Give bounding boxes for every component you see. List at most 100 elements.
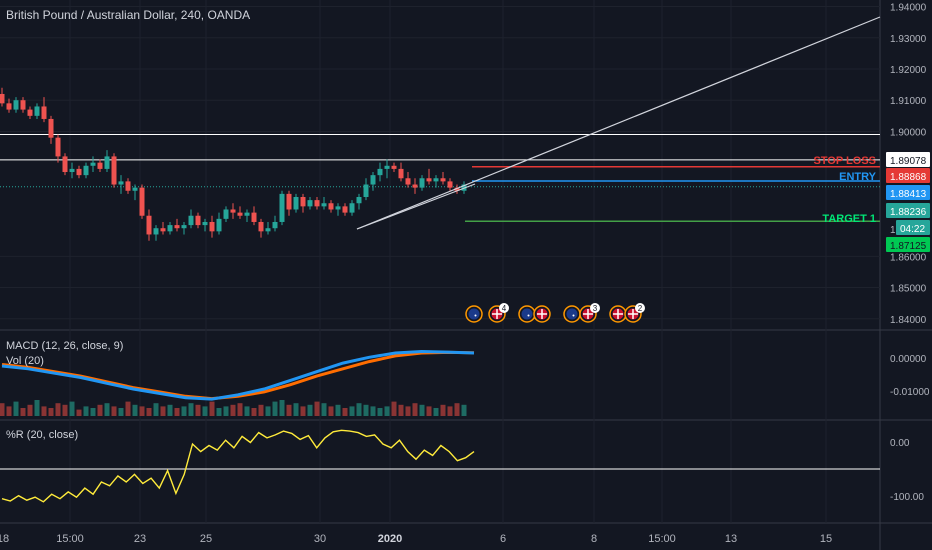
candle-body [62,156,68,173]
candle-body [356,197,362,204]
candle-body [265,228,271,232]
candle-body [370,175,376,185]
candle-body [328,203,334,210]
time-tick-label: 23 [134,533,146,545]
volume-bar [55,403,61,416]
time-tick-label: 30 [314,533,326,545]
wr-tick-neg: -100.00 [890,492,924,503]
volume-bar [314,401,320,416]
candle-body [139,187,145,216]
volume-bar [454,403,460,416]
volume-bar [83,406,89,416]
wr-tick-zero: 0.00 [890,438,910,449]
time-tick-label: 18 [0,533,9,545]
volume-bar [125,401,131,416]
volume-bar [90,408,96,416]
candle-body [41,106,47,119]
volume-bar [181,406,187,416]
volume-bars [0,400,467,416]
australia-flag-icon[interactable] [563,305,581,323]
event-count-text: 3 [593,304,598,313]
volume-bar [419,404,425,416]
candle-body [160,228,166,232]
candle-body [314,200,320,207]
candle-body [251,212,257,222]
macd-line [1,349,475,401]
price-badge [886,168,930,183]
candle-body [279,193,285,222]
macd-title: MACD (12, 26, close, 9) [6,340,123,352]
uk-flag-icon[interactable]: 2 [624,303,645,323]
candle-body [55,137,61,157]
price-badge-text: 04:22 [900,224,925,235]
uk-flag-icon[interactable] [609,305,627,323]
candle-body [342,206,348,213]
volume-bar [41,406,47,416]
candle-body [83,165,89,176]
volume-bar [335,404,341,416]
time-tick-label: 8 [591,533,597,545]
price-badge [886,237,930,252]
uk-flag-icon[interactable] [533,305,551,323]
volume-bar [167,404,173,416]
volume-bar [461,404,467,416]
volume-bar [251,408,257,416]
volume-bar [293,403,299,416]
uk-flag-icon[interactable]: 4 [488,303,509,323]
volume-bar [405,406,411,416]
volume-bar [433,408,439,416]
volume-bar [398,404,404,416]
candle-body [412,184,418,188]
volume-bar [216,408,222,416]
macd-lines [1,349,475,401]
volume-bar [6,406,12,416]
volume-bar [160,406,166,416]
volume-bar [188,403,194,416]
candle-body [97,162,103,169]
candle-body [405,178,411,185]
horizontal-levels [0,134,880,470]
uk-flag-icon[interactable]: 3 [579,303,600,323]
volume-bar [426,406,432,416]
australia-flag-icon[interactable] [518,305,536,323]
candle-body [447,181,453,188]
volume-bar [356,403,362,416]
flag-star [474,314,477,317]
wr-title: %R (20, close) [6,429,78,441]
candle-body [454,187,460,191]
stop-loss-label: STOP LOSS [813,155,876,167]
australia-flag-icon[interactable] [465,305,483,323]
chart-title: British Pound / Australian Dollar, 240, … [6,8,250,22]
plot-background [0,0,880,550]
candle-body [440,178,446,182]
candle-body [13,100,19,110]
volume-bar [307,404,313,416]
candle-body [132,187,138,191]
price-tick-label: 1 [890,225,896,236]
price-tick-label: 1.94000 [890,3,927,14]
time-tick-label: 13 [725,533,737,545]
trendlines [356,16,881,230]
candle-body [27,109,33,116]
volume-bar [440,404,446,416]
trendline [356,183,476,230]
price-badge-text: 1.87125 [890,241,927,252]
price-tick-label: 1.92000 [890,65,927,76]
volume-bar [132,404,138,416]
economic-events[interactable]: 4 3 2 [465,303,645,323]
volume-bar [139,406,145,416]
price-tick-label: 1.85000 [890,284,927,295]
flag-fill [468,308,480,320]
candle-body [48,118,54,138]
candle-body [90,162,96,166]
flag-star [527,314,530,317]
candle-body [258,221,264,232]
event-count-badge [590,303,600,313]
volume-bar [34,400,40,416]
candle-body [216,218,222,232]
volume-bar [342,408,348,416]
volume-bar [27,404,33,416]
candle-body [272,221,278,229]
volume-bar [286,404,292,416]
price-badge [886,203,930,218]
